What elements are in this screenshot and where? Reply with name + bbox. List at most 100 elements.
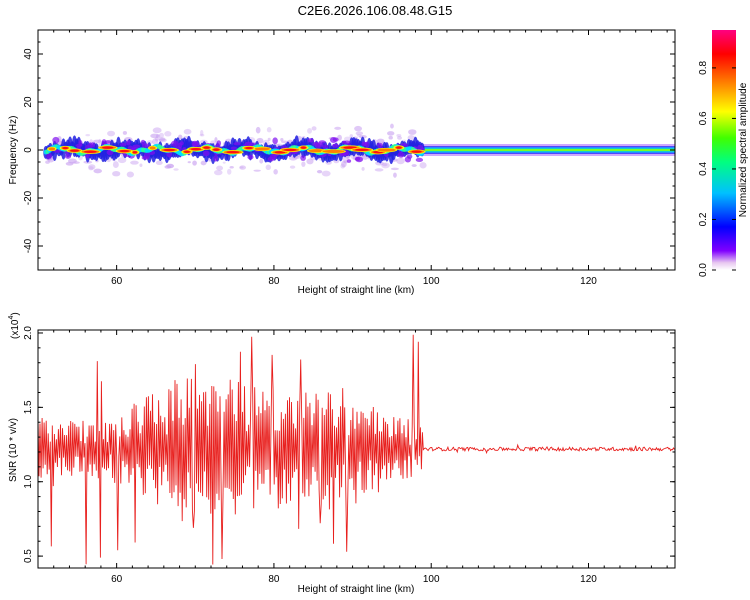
spectrogram-fringe-blob	[397, 152, 405, 158]
spectrogram-halo-blob	[265, 164, 271, 171]
spectrogram-halo-blob	[214, 169, 223, 176]
spectrogram-fringe-blob	[415, 157, 424, 163]
spectrogram-halo-blob	[267, 137, 271, 142]
spectrogram-halo-blob	[117, 157, 127, 164]
spectrogram-halo-blob	[88, 166, 94, 171]
colorbar-tick-label-0.4: 0.4	[698, 162, 709, 176]
colorbar-gradient	[712, 30, 736, 270]
bottom-plot-frame	[37, 329, 676, 569]
spectrogram-halo-blob	[349, 134, 354, 139]
bottom-y-axis-label: SNR (10 * v/v)	[8, 418, 19, 482]
spectrogram-fringe-blob	[170, 140, 179, 147]
spectrogram-halo-blob	[93, 168, 103, 174]
spectrogram-fringe-blob	[202, 150, 210, 157]
spectrogram-fringe-blob	[318, 140, 326, 144]
bottom-y-tick-label-0.5: 0.5	[23, 549, 34, 563]
spectrogram-halo-blob	[222, 161, 226, 164]
spectrogram-marks	[43, 123, 675, 178]
spectrogram-peak-blob	[70, 149, 80, 152]
spectrogram-halo-blob	[227, 168, 232, 175]
spectrogram-halo-blob	[396, 133, 402, 137]
spectrogram-halo-blob	[390, 167, 399, 171]
top-y-tick-label-40: 40	[23, 48, 34, 60]
y-multiplier-exp: 4	[8, 316, 15, 320]
spectrogram-halo-blob	[396, 157, 405, 165]
spectrogram-halo-blob	[397, 136, 402, 140]
spectrogram-halo-blob	[255, 126, 261, 134]
bottom-x-axis-label: Height of straight line (km)	[298, 584, 415, 595]
top-x-tick-label-100: 100	[423, 276, 440, 287]
spectrogram-halo-blob	[402, 139, 407, 142]
spectrogram-peak-blob	[411, 150, 422, 153]
spectrogram-halo-blob	[382, 163, 388, 167]
spectrogram-halo-blob	[122, 130, 128, 135]
colorbar-tick-label-0.6: 0.6	[698, 111, 709, 125]
spectrogram-fringe-blob	[355, 156, 364, 163]
spectrogram-halo-blob	[266, 127, 272, 133]
spectrogram-peak-blob	[213, 148, 220, 151]
spectrogram-fringe-blob	[315, 142, 322, 149]
spectrogram-halo-blob	[200, 160, 207, 166]
top-x-tick-label-60: 60	[111, 276, 123, 287]
spectrogram-halo-blob	[92, 139, 102, 143]
spectrogram-fringe-blob	[105, 140, 111, 144]
spectrogram-halo-blob	[393, 172, 397, 178]
spectrogram-halo-blob	[164, 165, 172, 169]
spectrogram-halo-blob	[158, 138, 166, 142]
spectrogram-peak-blob	[283, 148, 297, 152]
top-x-axis-label: Height of straight line (km)	[298, 285, 415, 296]
bottom-x-tick-label-80: 80	[268, 574, 280, 585]
colorbar-label: Normalized spectral amplitude	[738, 82, 749, 217]
bottom-y-tick-label-2.0: 2.0	[23, 326, 34, 340]
top-x-tick-label-120: 120	[580, 276, 597, 287]
spectrogram-peak-blob	[343, 146, 357, 149]
bottom-y-tick-label-1.5: 1.5	[23, 400, 34, 414]
chart-title: C2E6.2026.106.08.48.G15	[298, 3, 453, 18]
spectrogram-halo-blob	[164, 131, 172, 137]
spectrogram-halo-blob	[216, 165, 224, 171]
spectrogram-hot-blob	[308, 149, 325, 153]
top-plot-frame	[37, 29, 676, 271]
bottom-x-tick-label-100: 100	[423, 574, 440, 585]
spectrogram-halo-blob	[187, 161, 191, 164]
spectrogram-halo-blob	[334, 126, 342, 130]
spectrogram-halo-blob	[239, 165, 247, 170]
spectrogram-halo-blob	[155, 136, 159, 142]
spectrogram-fringe-blob	[179, 141, 184, 146]
spectrogram-peak-blob	[183, 150, 190, 153]
spectrogram-halo-blob	[152, 138, 159, 145]
spectrogram-halo-blob	[155, 160, 163, 165]
snr-series-line	[38, 334, 675, 565]
spectrogram-halo-blob	[301, 161, 306, 167]
spectrogram-halo-blob	[45, 160, 50, 164]
spectrogram-halo-blob	[307, 127, 312, 134]
spectrogram-fringe-blob	[191, 140, 199, 148]
colorbar-ticks: 0.0 0.2 0.4 0.6 0.8	[698, 61, 736, 277]
spectrogram-hot-blob	[48, 147, 56, 151]
spectrogram-halo-blob	[408, 129, 417, 135]
spectrogram-halo-blob	[130, 160, 139, 165]
spectrogram-halo-blob	[107, 130, 116, 137]
spectrogram-halo-blob	[321, 170, 331, 177]
y-multiplier-base: (x10	[10, 319, 21, 339]
spectrogram-halo-blob	[354, 125, 363, 132]
spectrogram-halo-blob	[88, 164, 96, 170]
spectrogram-halo-blob	[192, 160, 197, 166]
colorbar: 0.0 0.2 0.4 0.6 0.8 Normalized spectral ampl…	[698, 30, 749, 277]
spectrogram-peak-blob	[132, 151, 138, 154]
spectrogram-fringe-blob	[119, 142, 127, 147]
spectrogram-halo-blob	[374, 168, 384, 172]
spectrogram-peak-blob	[274, 151, 286, 154]
colorbar-tick-label-0.2: 0.2	[698, 212, 709, 226]
spectrogram-fringe-blob	[52, 136, 60, 144]
spectrogram-fringe-blob	[247, 154, 254, 160]
top-y-axis-label: Frequency (Hz)	[8, 116, 19, 185]
spectrogram-fringe-blob	[376, 142, 383, 147]
spectrogram-peak-blob	[62, 146, 69, 150]
spectrogram-peak-blob	[163, 148, 176, 152]
spectrogram-peak-blob	[119, 149, 130, 153]
spectrogram-fringe-blob	[346, 159, 352, 163]
top-y-tick-label-20: 20	[23, 96, 34, 108]
bottom-x-tick-label-120: 120	[580, 574, 597, 585]
